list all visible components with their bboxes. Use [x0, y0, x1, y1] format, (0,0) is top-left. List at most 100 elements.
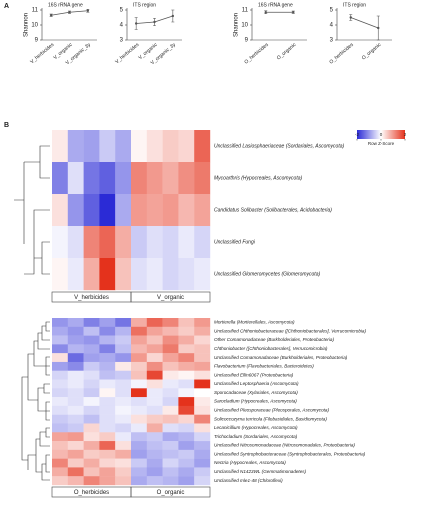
- heatmap-cell: [99, 458, 116, 468]
- heatmap-cell: [131, 226, 147, 259]
- heatmap-cell: [162, 414, 179, 424]
- heatmap-cell: [131, 344, 147, 354]
- heatmap-cell: [83, 344, 100, 354]
- heatmap-cell: [99, 258, 116, 291]
- row-label: Nectria (Hypocreales, Ascomycota): [214, 460, 286, 465]
- heatmap-cell: [99, 449, 116, 459]
- heatmap-cell: [146, 467, 163, 477]
- heatmap-cell: [115, 458, 132, 468]
- row-label: Solicoccozyma terricola (Filobasidiales,…: [214, 416, 327, 421]
- heatmap-cell: [83, 379, 100, 389]
- heatmap-cell: [115, 335, 132, 345]
- row-label: Unclassified Syntrophobacteraceae (Syntr…: [214, 451, 366, 456]
- heatmap-cell: [162, 423, 179, 433]
- x-tick-label: O_herbicides: [243, 42, 270, 66]
- heatmap-cell: [131, 361, 147, 371]
- heatmap-cell: [146, 130, 163, 163]
- heatmap-cell: [52, 318, 68, 327]
- heatmap-cell: [67, 379, 84, 389]
- heatmap-cell: [194, 388, 211, 398]
- heatmap-cell: [194, 353, 211, 363]
- y-tick-label: 5: [120, 8, 124, 14]
- heatmap-cell: [131, 449, 147, 459]
- row-dendrogram: [14, 145, 50, 275]
- heatmap-cell: [178, 379, 195, 389]
- heatmap-cell: [99, 335, 116, 345]
- heatmap-cell: [194, 162, 211, 195]
- chart-title: ITS region: [343, 2, 366, 8]
- heatmap-cell: [194, 423, 211, 433]
- heatmap-cell: [194, 379, 211, 389]
- heatmap-cell: [146, 449, 163, 459]
- heatmap-cell: [83, 432, 100, 442]
- point: [153, 20, 156, 24]
- point: [49, 14, 53, 17]
- heatmap-cell: [115, 405, 132, 415]
- heatmap-cell: [178, 130, 195, 163]
- heatmap-cell: [131, 414, 147, 424]
- heatmap-cell: [194, 467, 211, 477]
- row-label: Unclassified Chthoniobacteraceae ([Chtho…: [214, 328, 366, 333]
- heatmap-cell: [146, 258, 163, 291]
- heatmap-cell: [162, 405, 179, 415]
- heatmap-cell: [99, 397, 116, 407]
- heatmap-cell: [83, 318, 100, 327]
- chart-title: ITS region: [133, 2, 156, 8]
- heatmap-cell: [194, 432, 211, 442]
- line: [350, 17, 379, 29]
- heatmap-cell: [115, 361, 132, 371]
- heatmap-cell: [67, 353, 84, 363]
- heatmap-cell: [67, 414, 84, 424]
- heatmap-cell: [115, 353, 132, 363]
- heatmap-cell: [99, 467, 116, 477]
- row-label: Unclassified mle1-48 (Chloroflexi): [214, 478, 283, 483]
- heatmap-cell: [162, 449, 179, 459]
- heatmap-cell: [52, 379, 68, 389]
- heatmap-cell: [194, 441, 211, 451]
- heatmap-cell: [115, 370, 132, 380]
- panel-label: B: [4, 122, 9, 129]
- heatmap-cell: [83, 130, 100, 163]
- heatmap-cell: [194, 476, 211, 486]
- y-tick-label: 4: [120, 23, 124, 29]
- heatmap-cell: [115, 467, 132, 477]
- heatmap-cell: [83, 258, 100, 291]
- heatmap-cell: [115, 397, 132, 407]
- heatmap-cell: [178, 353, 195, 363]
- heatmap-cell: [131, 379, 147, 389]
- row-label: Unclassified Comamonadaceae (Burkholderi…: [214, 355, 348, 360]
- heatmap-cell: [99, 414, 116, 424]
- row-label: Candidatus Solibacter (Solibacterales, A…: [214, 207, 332, 213]
- heatmap-cell: [146, 162, 163, 195]
- heatmap-cell: [115, 226, 132, 259]
- heatmap-cell: [162, 226, 179, 259]
- heatmap-cell: [178, 458, 195, 468]
- heatmap-cell: [52, 226, 68, 259]
- heatmap-cell: [162, 194, 179, 227]
- heatmap-cell: [99, 379, 116, 389]
- row-label: Unclassified Pleosporaceae (Pleosporales…: [214, 408, 329, 413]
- heatmap-cell: [99, 162, 116, 195]
- heatmap-cell: [131, 326, 147, 336]
- heatmap-cell: [67, 476, 84, 486]
- y-tick-label: 10: [241, 23, 248, 29]
- heatmap-cell: [83, 397, 100, 407]
- heatmap-cell: [115, 258, 132, 291]
- heatmap-cell: [115, 130, 132, 163]
- heatmap-cell: [99, 370, 116, 380]
- heatmap-cell: [146, 397, 163, 407]
- row-label: Sarocladium (Hypocreales, Ascomycota): [214, 399, 297, 404]
- heatmap-cell: [83, 423, 100, 433]
- heatmap-cell: [178, 388, 195, 398]
- heatmap-cell: [131, 432, 147, 442]
- heatmap-cell: [52, 370, 68, 380]
- heatmap-cell: [131, 458, 147, 468]
- heatmap-cell: [52, 194, 68, 227]
- point: [349, 16, 352, 19]
- heatmap-cell: [99, 388, 116, 398]
- heatmap-cell: [115, 432, 132, 442]
- heatmap-cell: [115, 414, 132, 424]
- colorbar-tick-label: 0: [380, 132, 383, 137]
- heatmap-cell: [83, 388, 100, 398]
- heatmap-cell: [99, 326, 116, 336]
